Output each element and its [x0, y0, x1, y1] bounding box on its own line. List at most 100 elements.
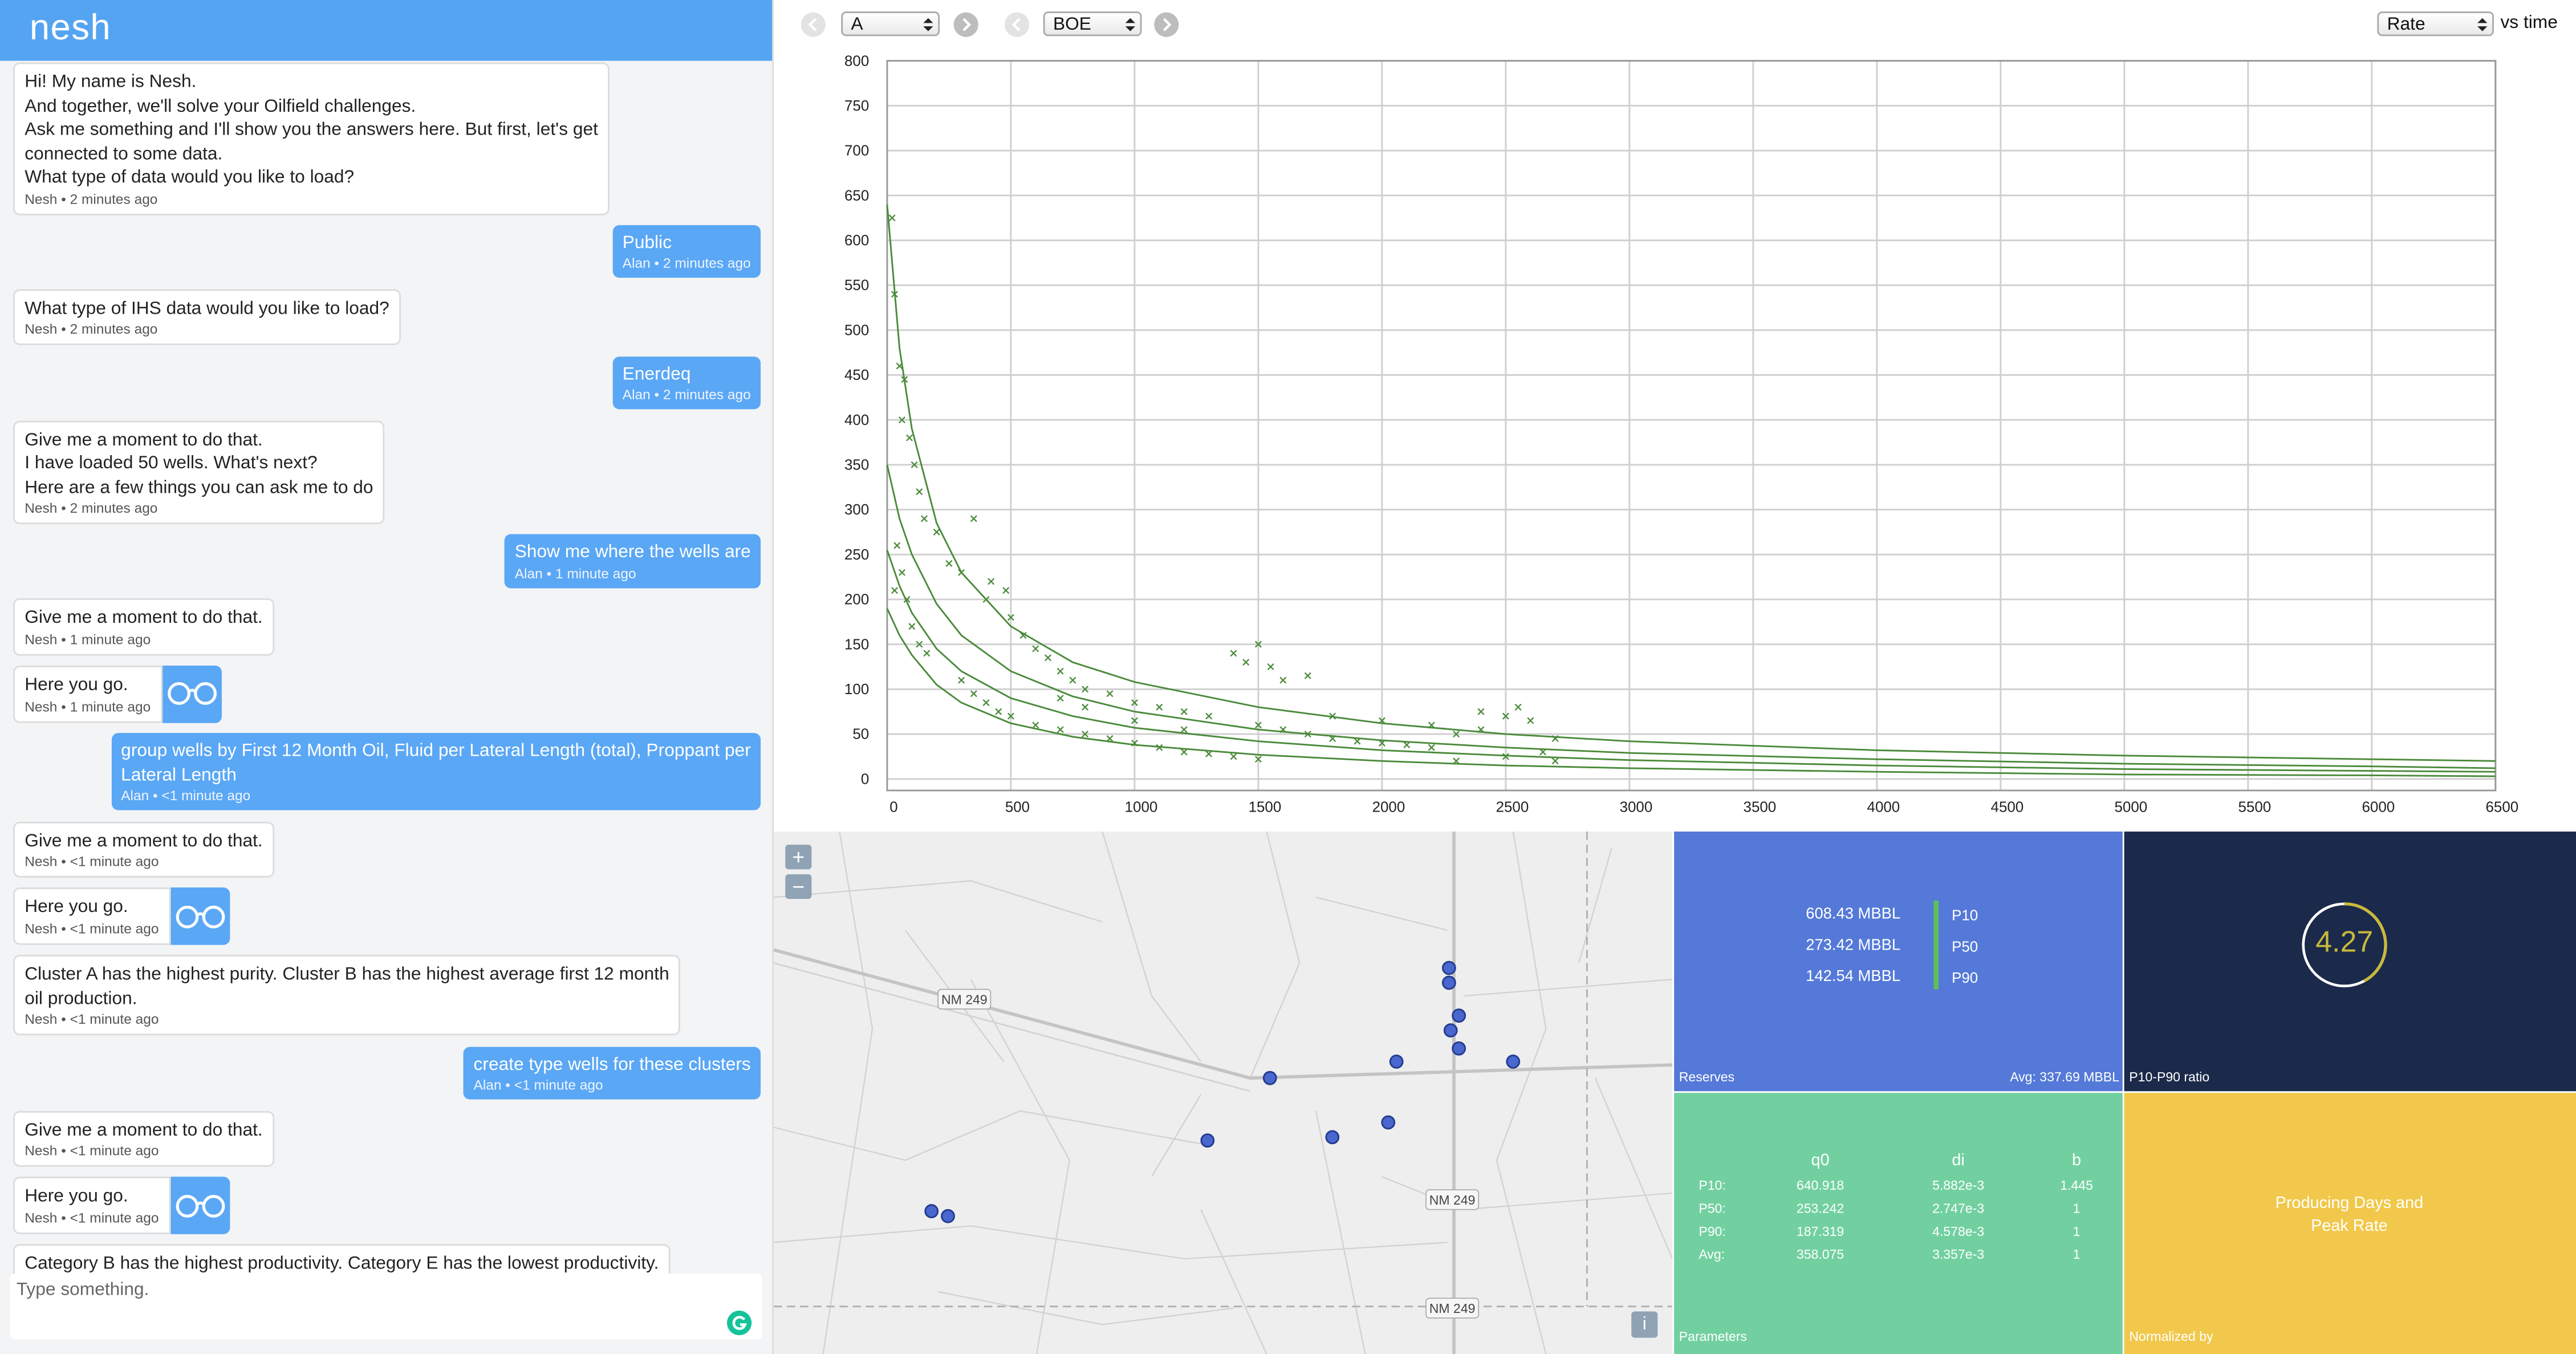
measure-select[interactable]: Rate: [2377, 11, 2494, 37]
data-point: [958, 676, 965, 684]
road-label-box: [1425, 1189, 1480, 1210]
message-list: Hi! My name is Nesh. And together, we'll …: [0, 62, 772, 1302]
message-line: Show me where the wells are: [514, 543, 751, 563]
data-point: [1551, 757, 1559, 765]
zoom-in[interactable]: +: [785, 845, 812, 870]
data-point: [1032, 721, 1039, 729]
y-tick-label: 750: [844, 98, 869, 114]
data-point: [1453, 731, 1460, 738]
data-point: [1378, 717, 1385, 724]
data-point: [945, 560, 953, 567]
next-button[interactable]: [953, 11, 979, 38]
data-point: [1156, 703, 1163, 711]
message-bubble: Give me a moment to do that. Nesh • <1 mi…: [13, 1110, 274, 1167]
message-bubble: What type of IHS data would you like to …: [13, 289, 401, 346]
data-point: [1304, 731, 1311, 738]
data-point: [906, 434, 913, 441]
glasses-icon[interactable]: [170, 1177, 230, 1234]
glasses-icon[interactable]: [170, 888, 230, 945]
y-tick-label: 650: [844, 188, 869, 204]
road-label-box: [1425, 1298, 1480, 1319]
y-tick-label: 400: [844, 412, 869, 428]
plot-frame: [886, 60, 2497, 792]
message-row: Here you go. Nesh • <1 minute ago: [0, 888, 772, 945]
message-bubble: Here you go. Nesh • 1 minute ago: [13, 666, 162, 723]
data-point: [1069, 676, 1076, 684]
x-tick-label: 4500: [1991, 799, 2024, 815]
data-point: [888, 214, 896, 222]
message-line: Give me a moment to do that.: [25, 1120, 263, 1140]
data-point: [1527, 717, 1534, 724]
prev-button[interactable]: [800, 11, 826, 38]
y-tick-label: 100: [844, 682, 869, 698]
message-line: Here you go.: [25, 898, 128, 918]
x-tick-label: 6500: [2486, 799, 2519, 815]
data-point: [916, 640, 923, 648]
message-meta: Nesh • <1 minute ago: [25, 1142, 159, 1159]
data-point: [970, 690, 977, 698]
data-point: [1002, 587, 1010, 594]
data-point: [1354, 737, 1361, 745]
message-bubble: group wells by First 12 Month Oil, Fluid…: [111, 733, 761, 810]
message-line: Cluster A has the highest purity. Cluste…: [25, 965, 669, 985]
data-point: [1131, 699, 1138, 706]
type-curve: [886, 608, 2496, 777]
info-button[interactable]: i: [1631, 1311, 1658, 1338]
message-bubble: Give me a moment to do that. Nesh • 1 min…: [13, 598, 274, 656]
data-point: [901, 376, 908, 383]
y-tick-label: 550: [844, 278, 869, 294]
y-tick-label: 0: [861, 771, 869, 787]
message-row: Cluster A has the highest purity. Cluste…: [0, 955, 772, 1036]
data-point: [1106, 690, 1114, 698]
data-point: [1057, 667, 1064, 675]
message-row: create type wells for these clusters Alan…: [0, 1046, 772, 1100]
group-select[interactable]: A: [841, 11, 940, 37]
select-value: Rate: [2387, 14, 2425, 35]
data-point: [982, 595, 990, 603]
prev-button[interactable]: [1004, 11, 1030, 38]
next-button[interactable]: [1153, 11, 1180, 38]
data-point: [1082, 686, 1089, 693]
zoom-out[interactable]: −: [785, 874, 812, 899]
x-tick-label: 2000: [1372, 799, 1405, 815]
data-point: [908, 623, 916, 630]
map: NM 249 NM 249 NM 249 + − i: [774, 831, 1673, 1354]
data-point: [1156, 744, 1163, 751]
message-meta: Nesh • 2 minutes ago: [25, 500, 158, 516]
phase-select[interactable]: BOE: [1043, 11, 1142, 37]
message-row: Give me a moment to do that. Nesh • <1 mi…: [0, 1110, 772, 1167]
data-point: [1254, 721, 1262, 729]
message-bubble: Give me a moment to do that. I have loade…: [13, 420, 385, 525]
message-meta: Alan • 2 minutes ago: [622, 386, 751, 403]
data-point: [1514, 703, 1522, 711]
message-row: Give me a moment to do that. Nesh • 1 min…: [0, 598, 772, 656]
data-point: [911, 461, 918, 468]
data-point: [1279, 726, 1287, 733]
glasses-icon[interactable]: [162, 666, 222, 723]
logo[interactable]: nesh: [29, 6, 112, 48]
message-row: Here you go. Nesh • <1 minute ago: [0, 1177, 772, 1234]
data-point: [1477, 726, 1485, 733]
chat-input[interactable]: Type something.: [10, 1274, 762, 1340]
parameters-tile: [1674, 1093, 2123, 1354]
message-meta: Nesh • 2 minutes ago: [25, 321, 158, 338]
message-row: Give me a moment to do that. I have loade…: [0, 420, 772, 525]
ratio-gauge: [2302, 902, 2387, 988]
message-row: Give me a moment to do that. Nesh • <1 mi…: [0, 821, 772, 878]
grammar-icon[interactable]: [726, 1310, 753, 1336]
message-line: group wells by First 12 Month Oil, Fluid…: [121, 741, 751, 761]
type-curve: [886, 204, 2496, 762]
message-line: What type of IHS data would you like to …: [25, 298, 389, 319]
message-meta: Alan • <1 minute ago: [121, 787, 251, 804]
message-row: Hi! My name is Nesh. And together, we'll …: [0, 62, 772, 215]
message-line: oil production.: [25, 989, 137, 1009]
y-tick-label: 700: [844, 143, 869, 159]
data-point: [1205, 750, 1213, 757]
x-tick-label: 500: [1005, 799, 1030, 815]
message-bubble: Cluster A has the highest purity. Cluste…: [13, 955, 681, 1036]
data-point: [898, 569, 905, 576]
message-row: Here you go. Nesh • 1 minute ago: [0, 666, 772, 723]
data-point: [958, 569, 965, 576]
message-meta: Alan • 2 minutes ago: [622, 255, 751, 272]
data-point: [1082, 703, 1089, 711]
